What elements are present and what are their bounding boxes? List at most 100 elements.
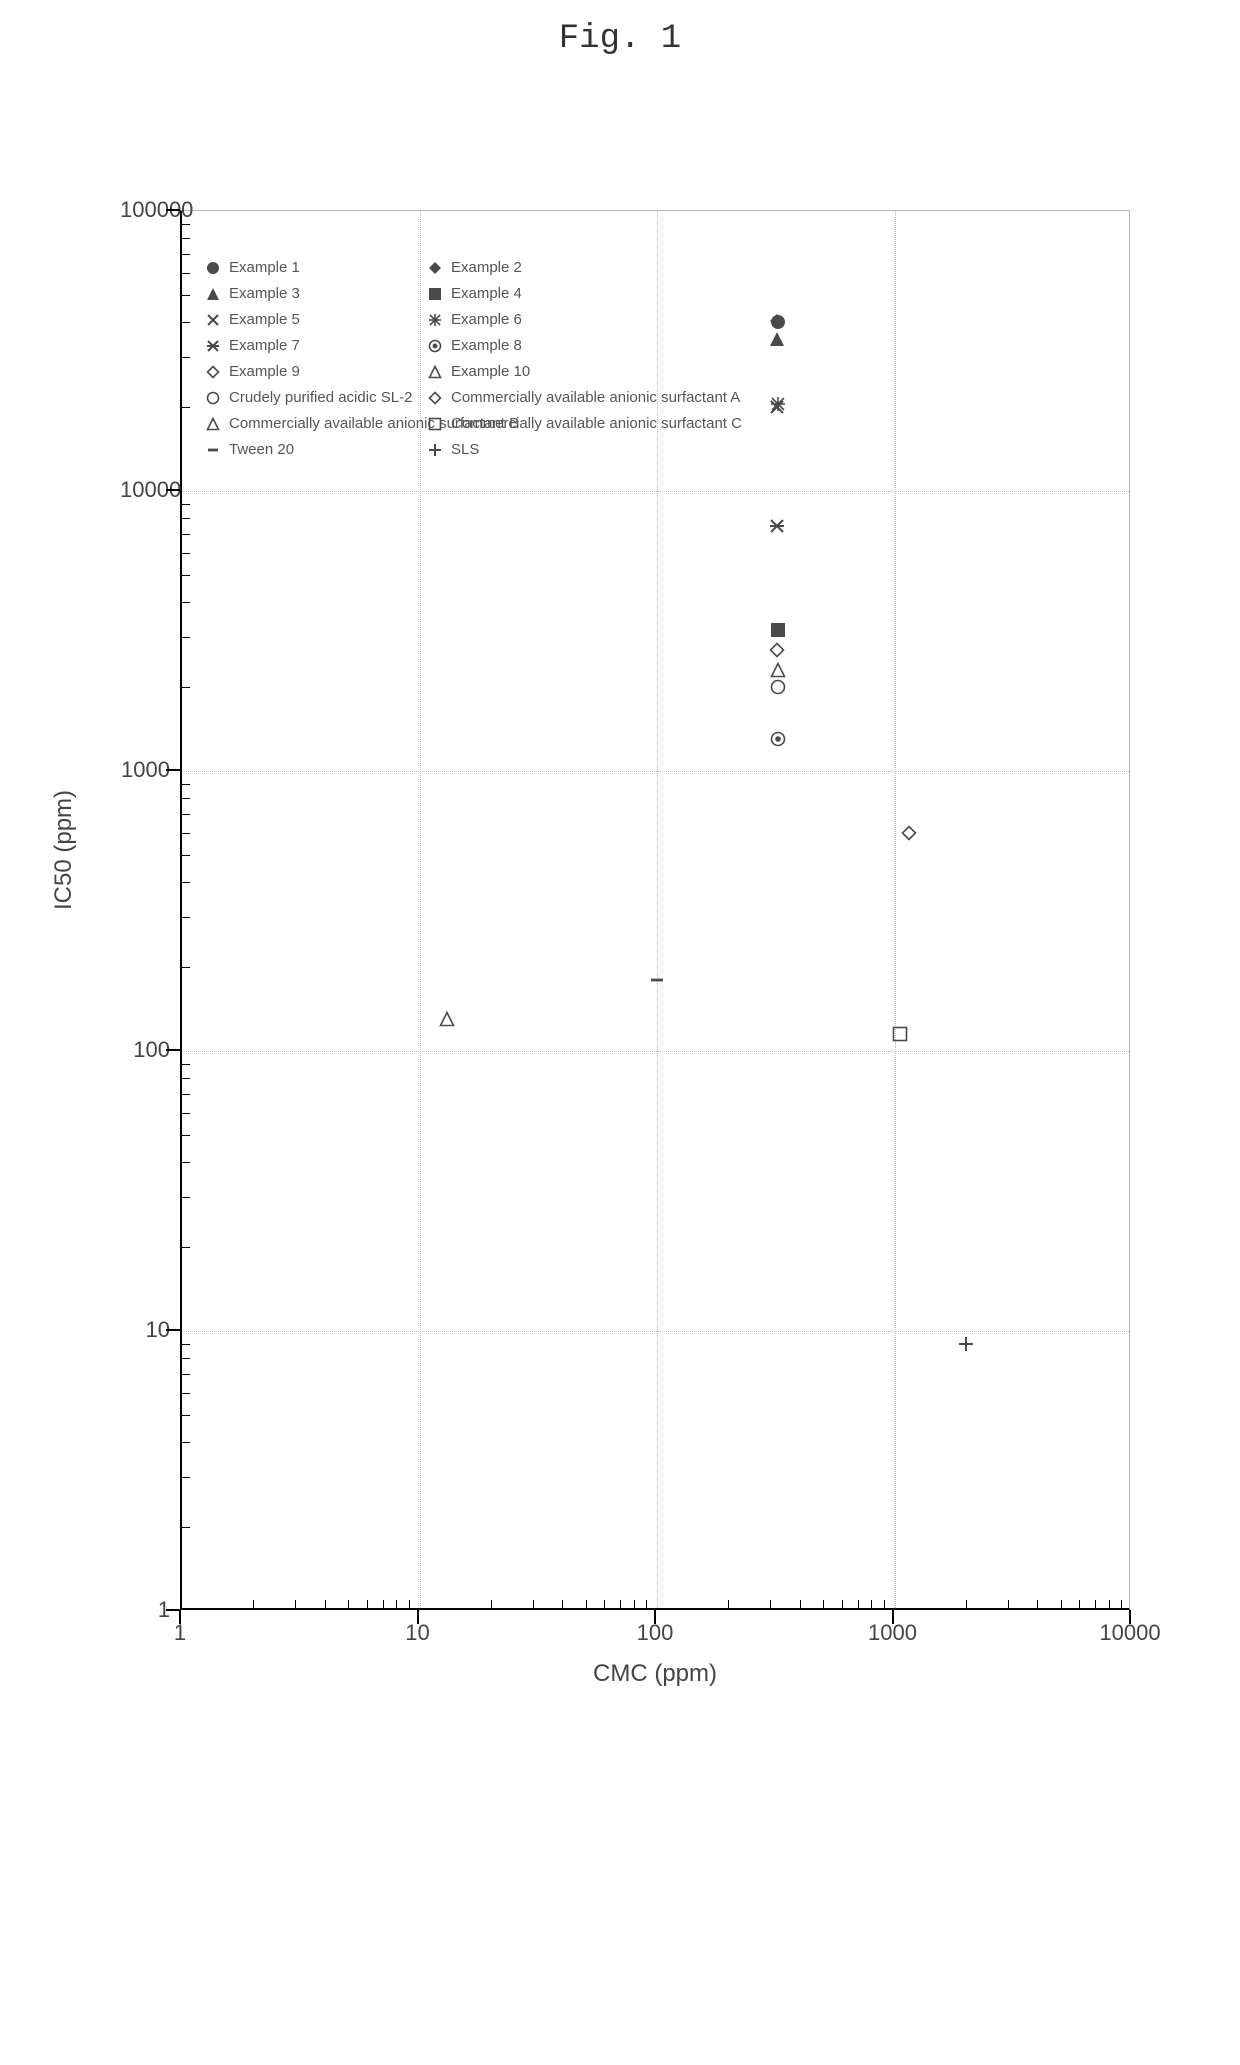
x-minor-tick [604, 1600, 605, 1608]
y-minor-tick [182, 534, 190, 535]
y-minor-tick [182, 575, 190, 576]
x-minor-tick [646, 1600, 647, 1608]
legend-label: Tween 20 [229, 441, 294, 458]
x-minor-tick [871, 1600, 872, 1608]
y-minor-tick [182, 855, 190, 856]
y-tick-label: 100 [120, 1037, 170, 1063]
legend-marker-icon [427, 260, 443, 276]
x-minor-tick [348, 1600, 349, 1608]
y-tick [166, 489, 180, 491]
legend-label: Example 10 [451, 363, 530, 380]
legend-marker-icon [427, 390, 443, 406]
legend-label: Commercially available anionic surfactan… [451, 389, 740, 406]
plot-area: Example 1Example 3Example 5Example 7Exam… [180, 210, 1130, 1610]
legend-item: Example 2 [427, 259, 742, 276]
x-tick [179, 1610, 181, 1624]
x-minor-tick [1121, 1600, 1122, 1608]
y-minor-tick [182, 254, 190, 255]
x-minor-tick [295, 1600, 296, 1608]
y-minor-tick [182, 814, 190, 815]
legend-item: Example 6 [427, 311, 742, 328]
legend-marker-icon [427, 338, 443, 354]
data-point [769, 331, 785, 347]
x-minor-tick [325, 1600, 326, 1608]
y-minor-tick [182, 1247, 190, 1248]
grid-line-h [182, 771, 1129, 772]
y-minor-tick [182, 1197, 190, 1198]
data-point [770, 396, 786, 412]
y-tick [166, 1609, 180, 1611]
x-minor-tick [253, 1600, 254, 1608]
legend-marker-icon [427, 312, 443, 328]
y-minor-tick [182, 1113, 190, 1114]
legend-label: Example 4 [451, 285, 522, 302]
y-minor-tick [182, 1162, 190, 1163]
y-minor-tick [182, 833, 190, 834]
y-minor-tick [182, 1374, 190, 1375]
y-minor-tick [182, 504, 190, 505]
y-minor-tick [182, 295, 190, 296]
y-tick [166, 769, 180, 771]
y-minor-tick [182, 798, 190, 799]
x-minor-tick [728, 1600, 729, 1608]
y-minor-tick [182, 357, 190, 358]
data-point [770, 662, 786, 678]
x-minor-tick [634, 1600, 635, 1608]
legend-item: Example 10 [427, 363, 742, 380]
y-tick-label: 10 [120, 1317, 170, 1343]
y-tick [166, 1329, 180, 1331]
x-tick [892, 1610, 894, 1624]
legend-marker-icon [205, 416, 221, 432]
y-minor-tick [182, 602, 190, 603]
figure-title: Fig. 1 [0, 20, 1240, 58]
data-point [769, 313, 785, 329]
y-minor-tick [182, 967, 190, 968]
x-minor-tick [383, 1600, 384, 1608]
y-minor-tick [182, 1135, 190, 1136]
legend-marker-icon [205, 364, 221, 380]
y-minor-tick [182, 322, 190, 323]
y-tick [166, 1049, 180, 1051]
legend-label: Example 9 [229, 363, 300, 380]
legend-item: Example 8 [427, 337, 742, 354]
y-minor-tick [182, 224, 190, 225]
x-minor-tick [1095, 1600, 1096, 1608]
x-minor-tick [491, 1600, 492, 1608]
data-point [958, 1336, 974, 1352]
data-point [901, 825, 917, 841]
y-tick-label: 100000 [120, 197, 170, 223]
x-minor-tick [858, 1600, 859, 1608]
legend-item: Commercially available anionic surfactan… [427, 389, 742, 406]
data-point [770, 679, 786, 695]
y-minor-tick [182, 1344, 190, 1345]
legend-marker-icon [205, 312, 221, 328]
y-axis-label: IC50 (ppm) [50, 790, 78, 910]
legend-label: Example 2 [451, 259, 522, 276]
legend-label: Example 5 [229, 311, 300, 328]
grid-line-h [182, 491, 1129, 492]
legend-item: Commercially available anionic surfactan… [427, 415, 742, 432]
y-minor-tick [182, 917, 190, 918]
data-point [769, 518, 785, 534]
x-minor-tick [770, 1600, 771, 1608]
legend-label: Example 8 [451, 337, 522, 354]
y-tick-label: 10000 [120, 477, 170, 503]
y-minor-tick [182, 637, 190, 638]
x-minor-tick [409, 1600, 410, 1608]
y-minor-tick [182, 238, 190, 239]
legend-marker-icon [427, 364, 443, 380]
y-tick [166, 209, 180, 211]
y-minor-tick [182, 1064, 190, 1065]
legend-item: Example 4 [427, 285, 742, 302]
legend-marker-icon [427, 286, 443, 302]
data-point [769, 399, 785, 415]
legend-marker-icon [205, 286, 221, 302]
x-minor-tick [966, 1600, 967, 1608]
legend-marker-icon [205, 338, 221, 354]
legend-marker-icon [427, 416, 443, 432]
y-minor-tick [182, 687, 190, 688]
x-minor-tick [1008, 1600, 1009, 1608]
grid-line-v [895, 211, 896, 1608]
x-minor-tick [823, 1600, 824, 1608]
y-minor-tick [182, 1094, 190, 1095]
